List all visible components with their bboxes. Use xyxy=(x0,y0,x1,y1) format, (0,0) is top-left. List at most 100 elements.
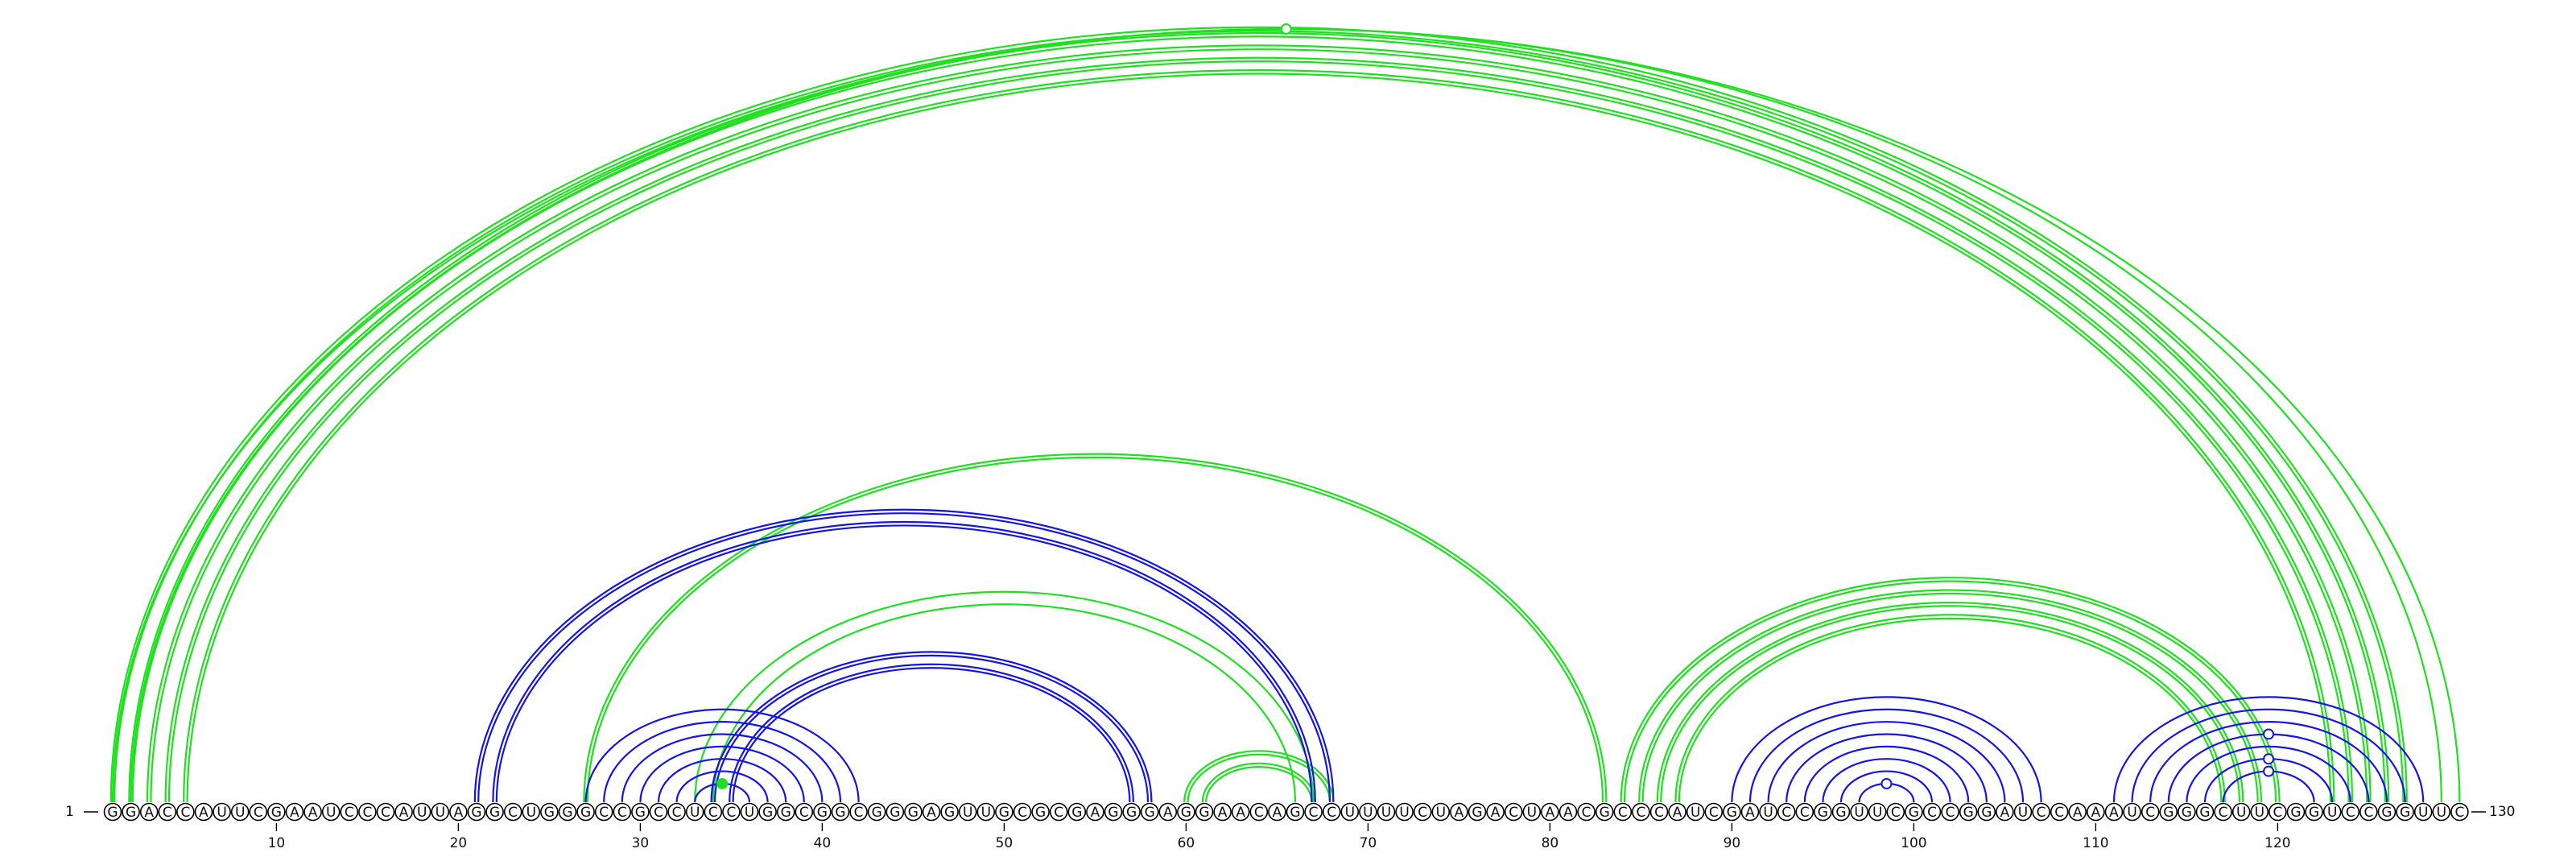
base-pair-arc-90-107 xyxy=(1731,696,2042,803)
nucleotide-circle-44 xyxy=(886,802,905,822)
nucleotide-letter-57: G xyxy=(1126,805,1137,821)
nucleotide-circle-123 xyxy=(2322,802,2342,822)
nucleotide-letter-120: C xyxy=(2273,805,2282,821)
nucleotide-letter-7: U xyxy=(217,805,226,821)
base-pair-arc-34-58 xyxy=(713,654,1150,803)
nucleotide-letter-79: U xyxy=(1527,805,1537,821)
nucleotide-letter-61: G xyxy=(1199,805,1209,821)
base-pair-arc-31-38 xyxy=(657,758,787,803)
base-pair-arc-85-119 xyxy=(1641,592,2259,803)
nucleotide-circle-35 xyxy=(722,802,741,822)
nucleotide-circle-8 xyxy=(230,802,250,822)
nucleotide-letter-85: C xyxy=(1636,805,1645,821)
nucleotide-circle-32 xyxy=(667,802,686,822)
nucleotide-circle-124 xyxy=(2341,802,2360,822)
nucleotide-letter-108: C xyxy=(2054,805,2064,821)
nucleotide-letter-50: G xyxy=(999,805,1009,821)
base-pair-arc-27-83 xyxy=(586,456,1604,803)
arc-marker-2 xyxy=(1880,777,1893,789)
nucleotide-letter-69: U xyxy=(1345,805,1355,821)
nucleotide-letter-37: G xyxy=(762,805,773,821)
base-pair-arc-87-117 xyxy=(1678,617,2223,803)
nucleotide-circle-63 xyxy=(1231,802,1250,822)
nucleotide-circle-43 xyxy=(867,802,886,822)
nucleotide-letter-67: C xyxy=(1309,805,1319,821)
nucleotide-circle-87 xyxy=(1668,802,1686,822)
nucleotide-circle-60 xyxy=(1177,802,1195,822)
nucleotide-circle-23 xyxy=(503,802,522,822)
nucleotide-letter-74: U xyxy=(1436,805,1446,821)
base-pair-arc-115-124 xyxy=(2186,745,2351,803)
base-pair-arc-61-67 xyxy=(1205,766,1313,803)
sequence-start-label: 1 xyxy=(65,804,74,820)
nucleotide-circle-61 xyxy=(1195,802,1214,822)
nucleotide-letter-32: C xyxy=(672,805,682,821)
nucleotide-circle-98 xyxy=(1868,802,1887,822)
nucleotide-circle-95 xyxy=(1814,802,1832,822)
nucleotide-circle-113 xyxy=(2140,802,2160,822)
base-pair-arc-4-124 xyxy=(167,60,2350,803)
base-pair-arc-86-118 xyxy=(1660,605,2241,803)
nucleotide-letter-127: G xyxy=(2400,805,2410,821)
tick-label-50: 50 xyxy=(996,835,1013,851)
nucleotide-circle-15 xyxy=(358,802,377,822)
nucleotide-circle-27 xyxy=(576,802,595,822)
nucleotide-letter-91: A xyxy=(1745,805,1755,821)
base-pair-arc-21-68 xyxy=(477,512,1331,803)
nucleotide-circle-3 xyxy=(139,802,159,822)
base-pair-arc-2-126 xyxy=(131,35,2386,803)
nucleotide-letter-6: A xyxy=(199,805,208,821)
arc-marker-1 xyxy=(716,777,729,789)
base-pair-arcs xyxy=(109,26,2461,803)
arc-marker-5 xyxy=(2263,728,2275,740)
base-pair-arc-84-120 xyxy=(1620,577,2281,803)
nucleotide-circle-83 xyxy=(1595,802,1614,822)
nucleotide-letter-43: G xyxy=(872,805,882,821)
nucleotide-letter-105: A xyxy=(2000,805,2010,821)
sequence-end-label: 130 xyxy=(2489,804,2515,820)
nucleotide-letter-26: G xyxy=(562,805,572,821)
nucleotide-circle-45 xyxy=(904,802,923,822)
nucleotide-circle-64 xyxy=(1249,802,1269,822)
tick-label-90: 90 xyxy=(1724,835,1741,851)
nucleotide-letter-14: C xyxy=(345,805,354,821)
nucleotide-circle-53 xyxy=(1049,802,1068,822)
nucleotide-letter-98: U xyxy=(1872,805,1882,821)
nucleotide-circle-92 xyxy=(1759,802,1777,822)
nucleotide-letter-78: C xyxy=(1509,805,1518,821)
nucleotide-letter-116: G xyxy=(2199,805,2210,821)
nucleotide-circle-97 xyxy=(1850,802,1868,822)
nucleotide-circle-110 xyxy=(2087,802,2105,822)
nucleotide-circle-122 xyxy=(2305,802,2323,822)
nucleotide-letter-24: U xyxy=(526,805,536,821)
nucleotide-circle-50 xyxy=(995,802,1013,822)
base-pair-arc-34-58 xyxy=(710,651,1153,803)
nucleotide-circle-100 xyxy=(1905,802,1923,822)
base-pair-arc-87-117 xyxy=(1674,614,2226,803)
nucleotide-letter-29: C xyxy=(617,805,627,821)
nucleotide-letter-49: U xyxy=(981,805,991,821)
nucleotide-letter-11: A xyxy=(290,805,299,821)
nucleotide-letter-102: C xyxy=(1946,805,1955,821)
nucleotide-letter-124: C xyxy=(2346,805,2355,821)
nucleotide-circle-78 xyxy=(1504,802,1523,822)
tick-label-10: 10 xyxy=(268,835,286,851)
base-pair-arc-1-127 xyxy=(114,30,2405,803)
nucleotide-circle-102 xyxy=(1941,802,1959,822)
nucleotide-letter-15: C xyxy=(362,805,372,821)
tick-label-110: 110 xyxy=(2083,835,2108,851)
nucleotide-letter-47: G xyxy=(944,805,955,821)
nucleotide-letter-119: U xyxy=(2255,805,2264,821)
nucleotide-circle-66 xyxy=(1286,802,1305,822)
nucleotide-letter-23: C xyxy=(508,805,518,821)
nucleotide-letter-115: G xyxy=(2182,805,2192,821)
nucleotide-letter-34: C xyxy=(708,805,718,821)
nucleotide-circle-34 xyxy=(704,802,723,822)
base-pair-arc-60-68 xyxy=(1183,750,1335,803)
nucleotide-circle-18 xyxy=(412,802,431,822)
base-pair-arc-85-119 xyxy=(1638,589,2263,803)
nucleotide-circle-56 xyxy=(1104,802,1123,822)
base-pair-arc-61-67 xyxy=(1201,762,1316,803)
